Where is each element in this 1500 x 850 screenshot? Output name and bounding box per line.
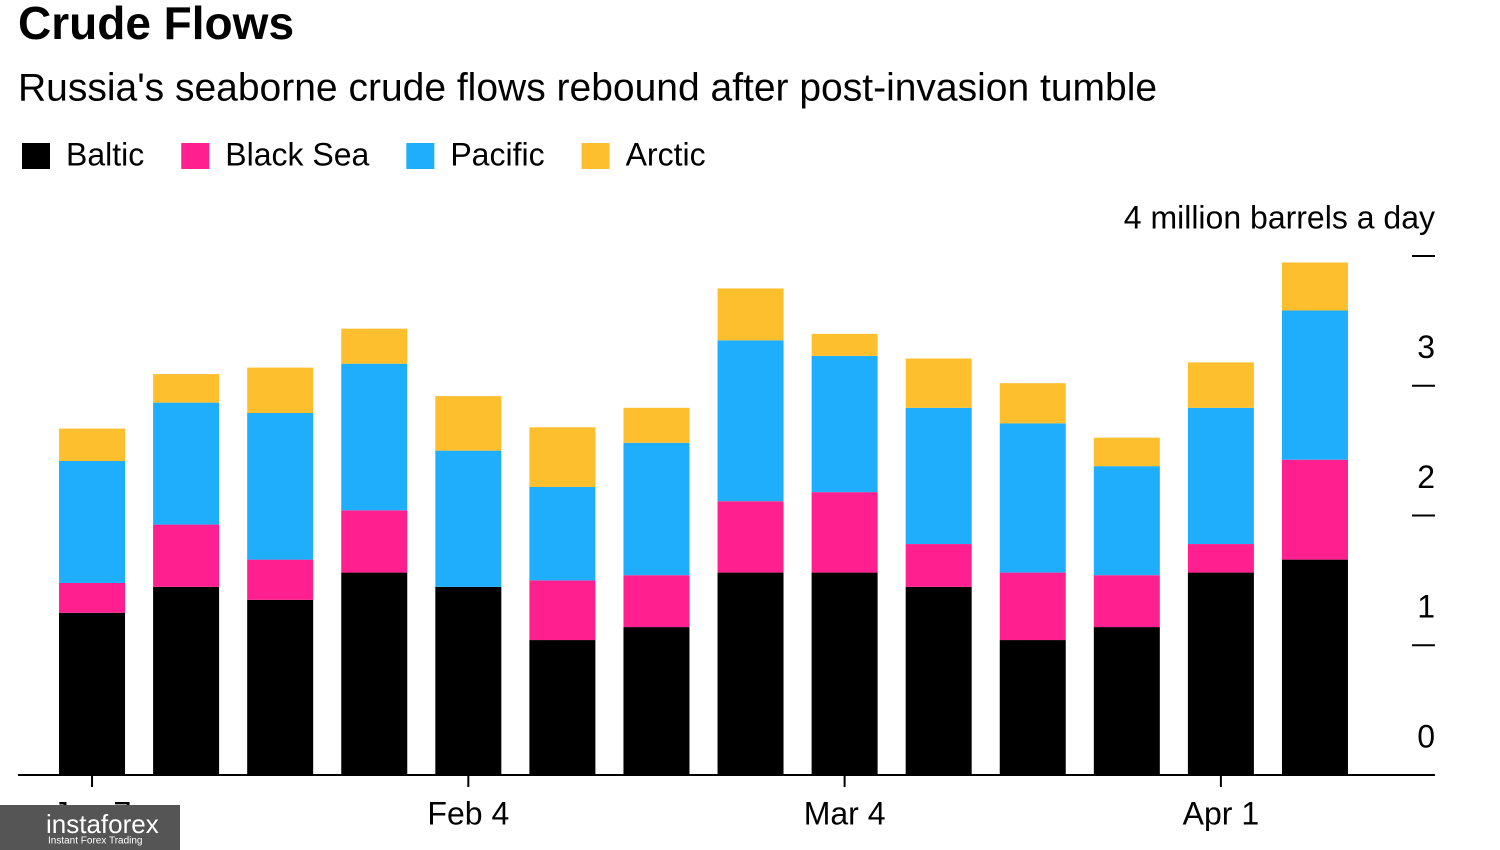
y-tick-label: 1 (1417, 589, 1435, 625)
bar-segment (247, 367, 314, 413)
bar-segment (1281, 262, 1348, 311)
bar-segment (341, 572, 408, 775)
y-tick-label: 3 (1417, 329, 1435, 365)
bar-segment (435, 396, 502, 451)
bar-segment (1187, 544, 1254, 573)
x-tick-label: Apr 1 (1183, 795, 1259, 831)
bar-segment (59, 461, 126, 583)
bar-segment (623, 627, 690, 775)
bar-segment (999, 423, 1066, 573)
bar-segment (153, 524, 220, 587)
bar-segment (153, 374, 220, 403)
bar-segment (811, 572, 878, 775)
bar-segment (341, 510, 408, 573)
bar-segment (1281, 559, 1348, 775)
y-tick-label: 0 (1417, 718, 1435, 754)
x-tick-label: Feb 4 (427, 795, 509, 831)
bar-segment (1187, 362, 1254, 408)
bar-segment (529, 486, 596, 581)
bar-segment (247, 599, 314, 775)
legend-label: Arctic (626, 136, 706, 172)
bar-segment (59, 582, 126, 613)
y-tick-label: 4 million barrels a day (1124, 199, 1435, 235)
bar-segment (247, 412, 314, 560)
bar-segment (435, 586, 502, 775)
bar-segment (341, 363, 408, 511)
legend-label: Black Sea (225, 136, 369, 172)
bar-segment (59, 612, 126, 775)
watermark-brand: instaforex (46, 809, 159, 839)
bar-segment (153, 402, 220, 525)
bar-segment (1281, 459, 1348, 560)
bar-segment (1093, 627, 1160, 775)
bar-segment (59, 428, 126, 462)
bar-segment (999, 383, 1066, 424)
bar-segment (623, 442, 690, 576)
bar-segment (717, 572, 784, 775)
bar-segment (1187, 572, 1254, 775)
legend-swatch (581, 143, 610, 169)
bar-segment (435, 450, 502, 587)
bar-segment (811, 355, 878, 493)
bar-segment (341, 328, 408, 364)
bar-segment (529, 580, 596, 641)
legend-label: Baltic (66, 136, 144, 172)
bar-segment (529, 640, 596, 775)
legend-swatch (22, 143, 50, 169)
bar-segment (1187, 407, 1254, 545)
legend-label: Pacific (450, 136, 544, 172)
bar-segment (811, 333, 878, 356)
bar-segment (999, 640, 1066, 775)
bar-segment (811, 492, 878, 573)
x-tick-label: Mar 4 (804, 795, 886, 831)
bar-segment (999, 572, 1066, 641)
bar-segment (529, 427, 596, 487)
bar-segment (1281, 310, 1348, 460)
bar-segment (1093, 466, 1160, 576)
bar-segment (1093, 575, 1160, 628)
plot-area (59, 262, 1348, 775)
watermark-tagline: Instant Forex Trading (48, 836, 143, 847)
bar-segment (717, 288, 784, 341)
chart-title: Crude Flows (18, 0, 294, 49)
bar-segment (905, 358, 972, 408)
legend: Baltic Black Sea Pacific Arctic (22, 136, 706, 172)
bar-segment (905, 586, 972, 775)
watermark-box (0, 805, 180, 850)
bar-segment (905, 407, 972, 545)
bar-segment (717, 340, 784, 502)
bar-segment (1093, 437, 1160, 467)
bar-segment (905, 544, 972, 587)
chart-subtitle: Russia's seaborne crude flows rebound af… (18, 66, 1157, 109)
bar-segment (153, 586, 220, 775)
legend-swatch (406, 143, 435, 169)
bar-segment (623, 575, 690, 628)
bar-segment (247, 559, 314, 600)
y-tick-label: 2 (1417, 459, 1435, 495)
bar-segment (717, 501, 784, 573)
legend-swatch (181, 143, 210, 169)
bar-segment (623, 407, 690, 443)
